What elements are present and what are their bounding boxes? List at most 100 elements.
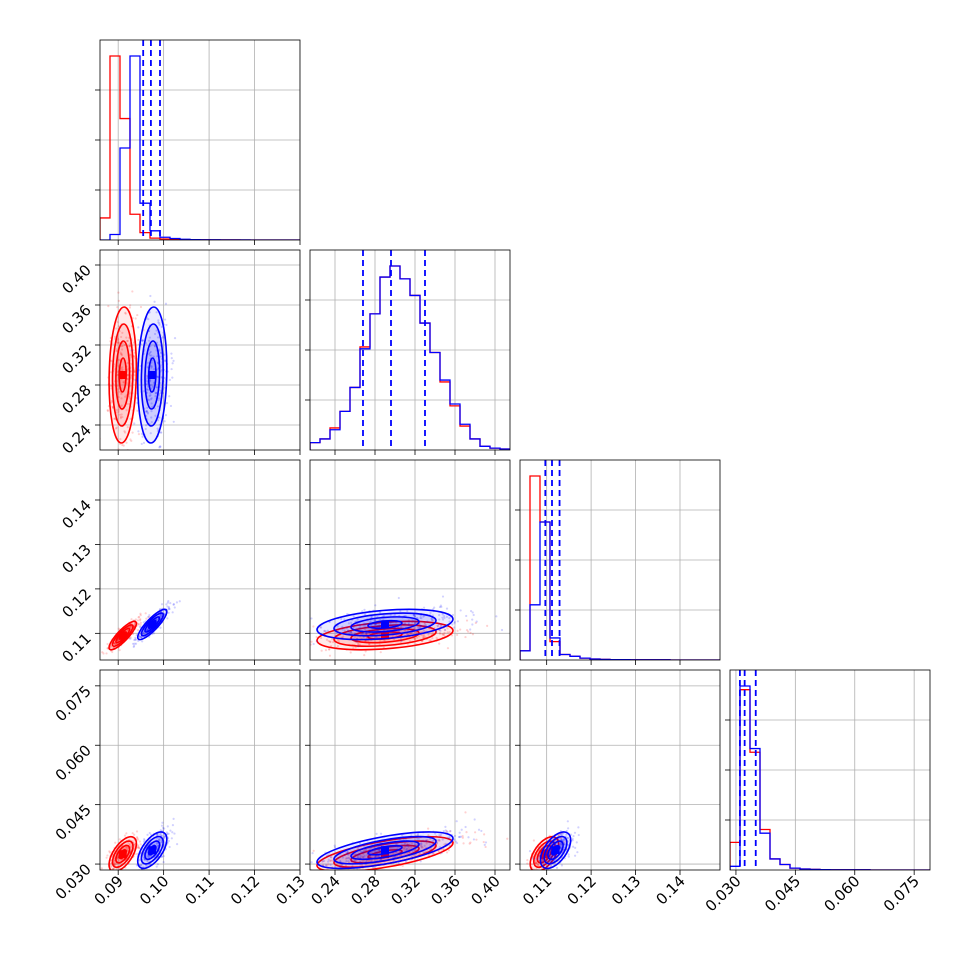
scatter-point xyxy=(170,837,173,840)
scatter-point xyxy=(354,859,357,862)
scatter-point xyxy=(422,615,425,618)
scatter-point xyxy=(560,842,563,845)
scatter-point xyxy=(171,362,174,365)
scatter-point xyxy=(438,605,442,609)
scatter-point xyxy=(154,345,157,348)
scatter-point xyxy=(159,445,162,448)
scatter-point xyxy=(125,336,128,339)
scatter-point xyxy=(163,318,167,321)
scatter-point xyxy=(167,607,170,610)
scatter-point xyxy=(350,631,353,634)
scatter-point xyxy=(128,345,131,348)
scatter-point xyxy=(343,853,346,857)
scatter-point xyxy=(145,628,149,632)
scatter-point xyxy=(166,617,169,620)
scatter-point xyxy=(162,826,165,829)
scatter-point xyxy=(149,398,153,401)
scatter-point xyxy=(431,839,434,842)
scatter-point xyxy=(454,840,458,843)
x-tick-label: 0.13 xyxy=(608,872,644,908)
scatter-point xyxy=(406,609,409,613)
scatter-point xyxy=(444,628,447,632)
scatter-point xyxy=(370,851,373,854)
scatter-point xyxy=(451,613,455,617)
scatter-point xyxy=(111,868,115,870)
scatter-point xyxy=(302,856,304,858)
scatter-point xyxy=(141,435,144,438)
scatter-point xyxy=(424,839,428,843)
scatter-point xyxy=(120,464,122,466)
scatter-point xyxy=(532,839,535,842)
scatter-point xyxy=(546,865,549,868)
scatter-point xyxy=(145,424,148,427)
scatter-point xyxy=(165,401,169,405)
scatter-point xyxy=(526,862,529,865)
scatter-point xyxy=(160,841,163,844)
scatter-point xyxy=(360,850,363,854)
y-tick-label: 0.14 xyxy=(58,496,94,532)
scatter-point xyxy=(339,863,343,867)
scatter-point xyxy=(160,325,163,328)
scatter-point xyxy=(432,839,436,842)
scatter-point xyxy=(130,625,133,628)
scatter-point xyxy=(131,642,135,645)
scatter-point xyxy=(477,828,481,831)
scatter-point xyxy=(149,394,152,397)
scatter-point xyxy=(420,617,423,620)
scatter-point xyxy=(560,843,563,846)
scatter-point xyxy=(117,341,121,344)
scatter-point xyxy=(155,865,158,868)
scatter-point xyxy=(167,600,170,603)
scatter-point xyxy=(419,616,422,620)
scatter-point xyxy=(172,603,175,606)
scatter-point xyxy=(548,855,552,858)
scatter-point xyxy=(434,832,437,835)
scatter-point xyxy=(442,633,446,636)
scatter-point xyxy=(458,831,461,834)
scatter-point xyxy=(117,299,120,302)
scatter-point xyxy=(131,431,134,434)
scatter-point xyxy=(163,836,166,840)
scatter-point xyxy=(443,614,446,618)
scatter-point xyxy=(364,613,367,616)
scatter-point xyxy=(172,603,175,606)
scatter-point xyxy=(459,835,462,838)
scatter-point xyxy=(341,625,344,628)
scatter-point xyxy=(534,859,537,863)
scatter-point xyxy=(129,304,132,307)
scatter-point xyxy=(441,633,444,636)
scatter-point xyxy=(125,832,128,835)
scatter-point xyxy=(124,395,127,398)
scatter-point xyxy=(324,649,328,652)
scatter-point xyxy=(141,640,144,643)
scatter-point xyxy=(168,845,171,849)
scatter-point xyxy=(310,861,313,864)
scatter-point xyxy=(362,855,365,859)
scatter-point xyxy=(560,838,563,841)
scatter-point xyxy=(147,856,151,859)
scatter-point xyxy=(146,385,150,388)
scatter-point xyxy=(418,852,421,855)
scatter-point xyxy=(543,862,546,866)
scatter-point xyxy=(430,617,433,620)
scatter-point xyxy=(148,614,151,617)
scatter-point xyxy=(441,595,445,598)
scatter-point xyxy=(331,859,334,862)
scatter-point xyxy=(442,829,445,833)
scatter-point xyxy=(158,322,161,325)
x-tick-label: 0.11 xyxy=(519,872,555,908)
scatter-point xyxy=(140,442,143,446)
scatter-point xyxy=(444,842,447,845)
scatter-point xyxy=(389,622,392,625)
x-tick-label: 0.36 xyxy=(427,872,463,908)
scatter-point xyxy=(526,859,529,862)
scatter-point xyxy=(139,621,142,624)
scatter-point xyxy=(378,849,381,852)
scatter-point xyxy=(441,618,445,621)
scatter-point xyxy=(530,872,532,874)
scatter-point xyxy=(529,871,531,873)
scatter-point xyxy=(115,426,118,429)
scatter-point xyxy=(340,617,343,621)
scatter-point xyxy=(133,644,136,647)
scatter-point xyxy=(537,872,539,874)
